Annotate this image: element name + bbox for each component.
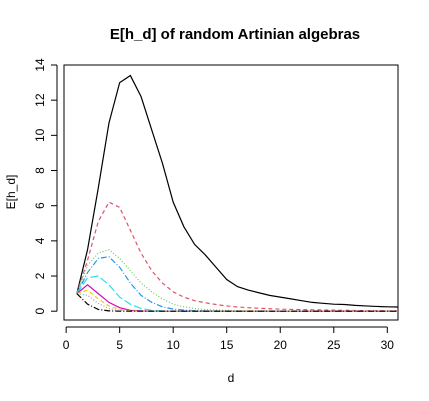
y-tick-label: 8 (33, 167, 47, 174)
x-axis-label: d (228, 371, 235, 385)
y-tick-label: 2 (33, 272, 47, 279)
y-tick-label: 10 (33, 128, 47, 142)
series-line-5 (76, 275, 398, 312)
chart-title: E[h_d] of random Artinian algebras (110, 26, 360, 43)
y-tick-label: 4 (33, 237, 47, 244)
series-line-1 (76, 74, 399, 308)
y-axis-label: E[h_d] (4, 175, 18, 210)
x-tick-label: 5 (116, 338, 123, 352)
series-line-4 (76, 256, 398, 312)
y-tick-label: 14 (33, 58, 47, 72)
y-axis: 0 2 4 6 8 10 12 14 (33, 58, 58, 315)
y-tick-label: 12 (33, 93, 47, 107)
y-tick-label: 0 (33, 308, 47, 315)
x-tick-label: 15 (220, 338, 234, 352)
series-line-6 (76, 284, 398, 312)
x-tick-label: 30 (381, 338, 395, 352)
plot-frame (63, 64, 399, 321)
x-tick-label: 0 (63, 338, 70, 352)
series-line-3 (76, 248, 398, 312)
x-tick-label: 20 (274, 338, 288, 352)
x-tick-label: 25 (327, 338, 341, 352)
series-layer (76, 74, 399, 312)
y-tick-label: 6 (33, 202, 47, 209)
series-line-2 (76, 201, 398, 312)
x-tick-label: 10 (167, 338, 181, 352)
x-axis: 0 5 10 15 20 25 30 (63, 326, 395, 352)
series-line-9 (76, 293, 398, 312)
